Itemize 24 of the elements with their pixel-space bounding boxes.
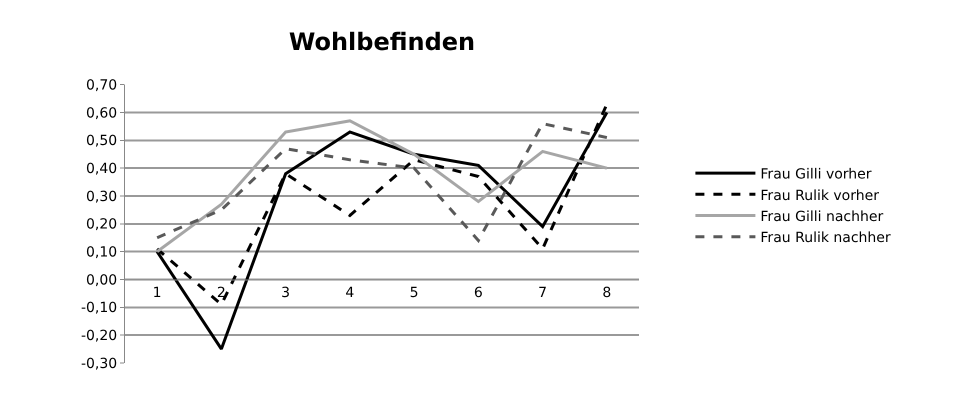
y-tick-label: -0,20 bbox=[80, 328, 118, 344]
x-tick-label: 4 bbox=[345, 285, 354, 302]
legend-label: Frau Gilli nachher bbox=[760, 208, 884, 225]
y-tick-label: 0,10 bbox=[86, 244, 118, 261]
x-tick-label: 3 bbox=[281, 285, 290, 302]
y-tick-label: 0,40 bbox=[86, 161, 118, 178]
y-tick-label: 0,70 bbox=[86, 78, 118, 94]
y-tick-label: -0,30 bbox=[80, 356, 118, 372]
y-tick-label: 0,00 bbox=[86, 272, 118, 288]
legend-label: Frau Rulik vorher bbox=[760, 188, 880, 204]
chart-title: Wohlbefinden bbox=[288, 28, 476, 56]
y-tick-label: 0,30 bbox=[86, 188, 118, 205]
legend-label: Frau Rulik nachher bbox=[760, 230, 891, 246]
legend-label: Frau Gilli vorher bbox=[760, 166, 872, 183]
x-tick-label: 6 bbox=[474, 285, 483, 302]
y-tick-label: 0,60 bbox=[86, 105, 118, 122]
x-tick-label: 1 bbox=[152, 285, 162, 302]
x-tick-label: 5 bbox=[410, 285, 419, 302]
x-tick-label: 8 bbox=[602, 285, 612, 302]
x-tick-label: 2 bbox=[216, 285, 226, 302]
y-tick-label: 0,20 bbox=[86, 216, 118, 233]
y-tick-label: 0,50 bbox=[86, 133, 118, 150]
x-tick-label: 7 bbox=[538, 285, 548, 302]
y-tick-label: -0,10 bbox=[80, 300, 118, 316]
